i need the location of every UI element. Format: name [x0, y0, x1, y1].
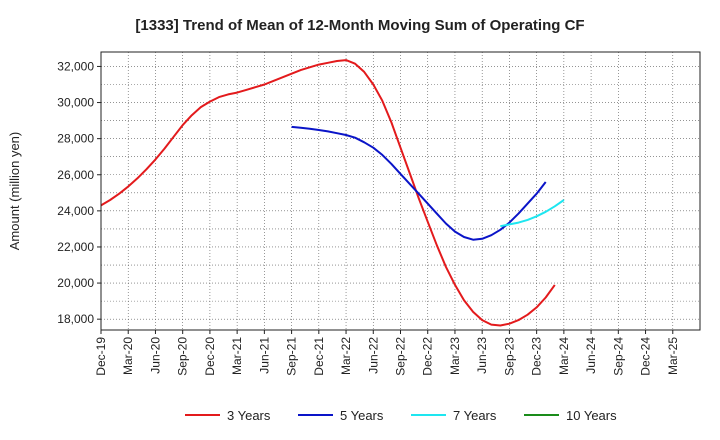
- x-tick-label: Jun-23: [475, 337, 489, 374]
- series-line-3-years: [100, 59, 556, 327]
- x-tick-label: Dec-22: [421, 337, 435, 376]
- x-tick-label: Sep-23: [502, 337, 516, 376]
- x-tick-label: Mar-20: [121, 337, 135, 375]
- y-tick-label: 18,000: [57, 312, 94, 326]
- x-tick-label: Dec-19: [94, 337, 108, 376]
- x-tick-label: Sep-20: [176, 337, 190, 376]
- legend: 3 Years 5 Years 7 Years 10 Years: [185, 408, 617, 423]
- x-tick-label: Mar-25: [666, 337, 680, 375]
- x-tick-label: Sep-21: [285, 337, 299, 376]
- series-lines: [100, 59, 565, 327]
- x-tick-label: Dec-23: [530, 337, 544, 376]
- y-tick-label: 30,000: [57, 96, 94, 110]
- x-tick-label: Jun-21: [257, 337, 271, 374]
- x-tick-label: Sep-24: [611, 337, 625, 376]
- legend-label-3-years: 3 Years: [227, 408, 271, 423]
- x-tick-label: Dec-20: [203, 337, 217, 376]
- y-tick-label: 32,000: [57, 59, 94, 73]
- y-axis-label: Amount (million yen): [7, 132, 22, 251]
- x-tick-label: Mar-23: [448, 337, 462, 375]
- axis-ticks: 18,000 20,000 22,000 24,000 26,000 28,000 30,0…: [57, 59, 679, 375]
- x-tick-label: Mar-21: [230, 337, 244, 375]
- y-tick-label: 28,000: [57, 132, 94, 146]
- legend-label-5-years: 5 Years: [340, 408, 384, 423]
- y-tick-label: 20,000: [57, 276, 94, 290]
- x-tick-label: Mar-22: [339, 337, 353, 375]
- legend-label-7-years: 7 Years: [453, 408, 497, 423]
- y-tick-label: 24,000: [57, 204, 94, 218]
- x-tick-label: Jun-22: [366, 337, 380, 374]
- x-tick-label: Dec-24: [639, 337, 653, 376]
- series-line-7-years: [500, 199, 565, 228]
- x-tick-label: Dec-21: [312, 337, 326, 376]
- grid-lines: [100, 52, 701, 330]
- y-tick-label: 22,000: [57, 240, 94, 254]
- x-tick-label: Mar-24: [557, 337, 571, 375]
- x-tick-label: Jun-24: [584, 337, 598, 374]
- legend-label-10-years: 10 Years: [566, 408, 617, 423]
- series-line-5-years: [291, 125, 547, 241]
- x-tick-label: Sep-22: [394, 337, 408, 376]
- y-tick-label: 26,000: [57, 168, 94, 182]
- chart-title: [1333] Trend of Mean of 12-Month Moving …: [135, 17, 584, 34]
- x-tick-label: Jun-20: [148, 337, 162, 374]
